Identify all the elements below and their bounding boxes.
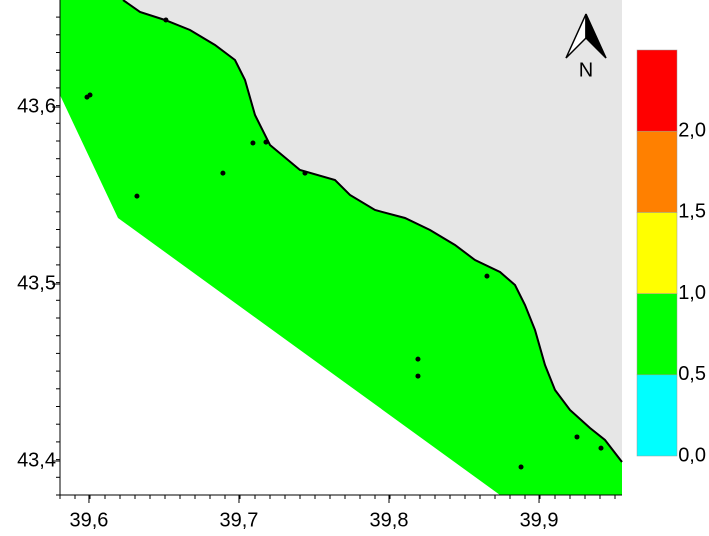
colorbar-label: 0,0 <box>678 444 706 466</box>
x-tick-label: 39,8 <box>370 509 409 531</box>
station <box>220 170 226 176</box>
station <box>302 170 308 176</box>
station <box>263 139 269 145</box>
y-tick-label: 43,4 <box>17 449 56 471</box>
colorbar-segment <box>636 130 678 213</box>
station <box>415 373 421 379</box>
colorbar-segment <box>636 374 678 457</box>
colorbar-label: 2,0 <box>678 119 706 141</box>
station <box>484 273 490 279</box>
north-label: N <box>579 59 593 81</box>
interpolated-area <box>60 0 622 495</box>
north-arrow-right <box>585 13 607 59</box>
y-tick-label: 43,6 <box>17 95 56 117</box>
y-tick-label: 43,5 <box>17 272 56 294</box>
station <box>87 92 93 98</box>
station <box>163 17 169 23</box>
station <box>574 434 580 440</box>
station <box>598 445 604 451</box>
colorbar-segment <box>636 293 678 376</box>
station <box>134 193 140 199</box>
station <box>518 464 524 470</box>
coastline <box>122 0 623 463</box>
land <box>123 0 622 462</box>
north-arrow: N <box>565 13 607 81</box>
colorbar-segment <box>636 49 678 132</box>
x-tick-label: 39,7 <box>220 509 259 531</box>
colorbar-label: 1,0 <box>678 282 706 304</box>
colorbar-segment <box>636 212 678 294</box>
x-tick-label: 39,9 <box>520 509 559 531</box>
station <box>415 356 421 362</box>
station <box>250 140 256 146</box>
colorbar-label: 1,5 <box>678 201 706 223</box>
colorbar-label: 0,5 <box>678 363 706 385</box>
x-tick-label: 39,6 <box>69 509 108 531</box>
